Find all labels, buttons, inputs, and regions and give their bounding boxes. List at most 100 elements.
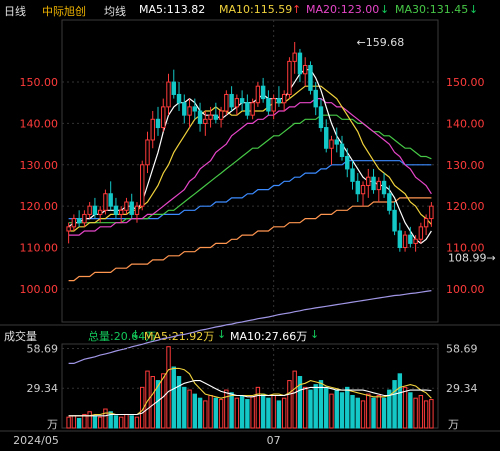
volume-bar bbox=[271, 394, 276, 429]
candle-body bbox=[97, 209, 103, 215]
candlestick bbox=[155, 106, 161, 136]
candlestick bbox=[376, 177, 382, 203]
volume-bar bbox=[381, 397, 387, 429]
candle-body bbox=[92, 205, 98, 215]
volume-bar bbox=[234, 397, 240, 429]
volume-bar bbox=[423, 400, 429, 429]
price-tick-label-left: 150.00 bbox=[20, 76, 59, 89]
ma30-readout: MA30:131.45 bbox=[395, 3, 469, 16]
volume-bar bbox=[187, 389, 192, 429]
candle-body bbox=[224, 93, 229, 112]
price-tick-label-left: 110.00 bbox=[20, 242, 59, 255]
candlestick bbox=[281, 90, 287, 112]
candle-body bbox=[281, 93, 287, 104]
candlestick bbox=[82, 210, 87, 227]
volume-bar bbox=[208, 394, 213, 429]
volume-bar bbox=[76, 418, 82, 429]
candlestick bbox=[124, 197, 129, 215]
candlestick bbox=[276, 86, 282, 107]
volume-bar bbox=[334, 389, 339, 429]
volume-bar bbox=[150, 376, 155, 429]
candlestick bbox=[360, 181, 366, 207]
volume-bar bbox=[92, 415, 98, 429]
volume-unit-left: 万 bbox=[47, 418, 58, 431]
volume-bar bbox=[318, 380, 324, 429]
volume-bar bbox=[113, 415, 119, 429]
candle-body bbox=[113, 205, 119, 215]
volume-bar bbox=[418, 394, 424, 429]
volume-bar bbox=[218, 399, 224, 429]
price-tick-label-left: 130.00 bbox=[20, 159, 59, 172]
volume-bar bbox=[82, 413, 87, 429]
ma-label[interactable]: 均线 bbox=[104, 5, 126, 18]
candle-body bbox=[292, 52, 297, 62]
volume-bar bbox=[229, 392, 234, 429]
volume-bar bbox=[192, 393, 198, 429]
candle-body bbox=[76, 218, 82, 224]
candlestick bbox=[355, 173, 360, 203]
candle-body bbox=[408, 234, 413, 244]
volume-ma-line-ma10 bbox=[68, 380, 432, 417]
candlestick bbox=[271, 94, 276, 120]
candle-body bbox=[250, 102, 255, 116]
volume-ma5: MA5:21.92万 bbox=[144, 330, 215, 343]
price-tick-label-right: 140.00 bbox=[446, 117, 485, 130]
candlestick bbox=[218, 106, 224, 128]
candlestick bbox=[324, 119, 329, 153]
candle-body bbox=[129, 201, 134, 215]
volume-bar bbox=[308, 389, 313, 429]
candlestick bbox=[203, 111, 208, 136]
price-tick-label-right: 150.00 bbox=[446, 76, 485, 89]
candle-body bbox=[118, 209, 124, 215]
candlestick bbox=[371, 168, 376, 194]
candlestick bbox=[313, 82, 318, 116]
volume-bar bbox=[345, 386, 350, 429]
candle-body bbox=[329, 139, 334, 149]
volume-panel-frame bbox=[61, 343, 439, 429]
candle-body bbox=[155, 118, 161, 129]
candle-body bbox=[413, 238, 418, 244]
candle-body bbox=[197, 110, 203, 124]
candle-body bbox=[313, 89, 318, 108]
volume-tick-label-left: 58.69 bbox=[27, 342, 59, 355]
candlestick bbox=[213, 102, 219, 124]
candle-body bbox=[218, 110, 224, 120]
candle-body bbox=[381, 180, 387, 195]
volume-bar bbox=[302, 386, 308, 429]
candle-body bbox=[402, 234, 408, 249]
candle-body bbox=[208, 114, 213, 120]
candlestick bbox=[103, 189, 108, 215]
candlestick bbox=[418, 222, 424, 244]
candle-body bbox=[71, 218, 77, 228]
candle-body bbox=[182, 102, 187, 116]
candle-body bbox=[423, 218, 429, 228]
period-label[interactable]: 日线 bbox=[4, 5, 26, 18]
price-tick-label-right: 120.00 bbox=[446, 200, 485, 213]
volume-bar bbox=[292, 370, 297, 429]
volume-bar bbox=[392, 380, 397, 429]
volume-bar bbox=[397, 373, 403, 429]
candlestick bbox=[182, 94, 187, 124]
candlestick bbox=[234, 94, 240, 116]
candle-body bbox=[302, 65, 308, 75]
ma-line-ma20 bbox=[68, 97, 432, 236]
volume-bar bbox=[66, 416, 71, 429]
candle-body bbox=[334, 139, 339, 145]
volume-unit-right: 万 bbox=[448, 418, 459, 431]
high-annotation: ←159.68 bbox=[357, 36, 405, 49]
volume-bar bbox=[87, 411, 92, 429]
candlestick bbox=[350, 160, 355, 190]
candlestick bbox=[402, 230, 408, 252]
candlestick bbox=[134, 202, 140, 223]
volume-bar bbox=[329, 393, 334, 429]
candle-body bbox=[124, 201, 129, 211]
volume-bar bbox=[313, 384, 318, 429]
candlestick bbox=[224, 90, 229, 116]
volume-bar bbox=[324, 386, 329, 429]
candle-body bbox=[266, 98, 271, 112]
price-panel-frame bbox=[61, 19, 439, 323]
candlestick bbox=[187, 98, 192, 128]
stock-name[interactable]: 中际旭创 bbox=[42, 5, 86, 18]
volume-bar bbox=[366, 393, 371, 429]
candle-body bbox=[429, 205, 434, 220]
